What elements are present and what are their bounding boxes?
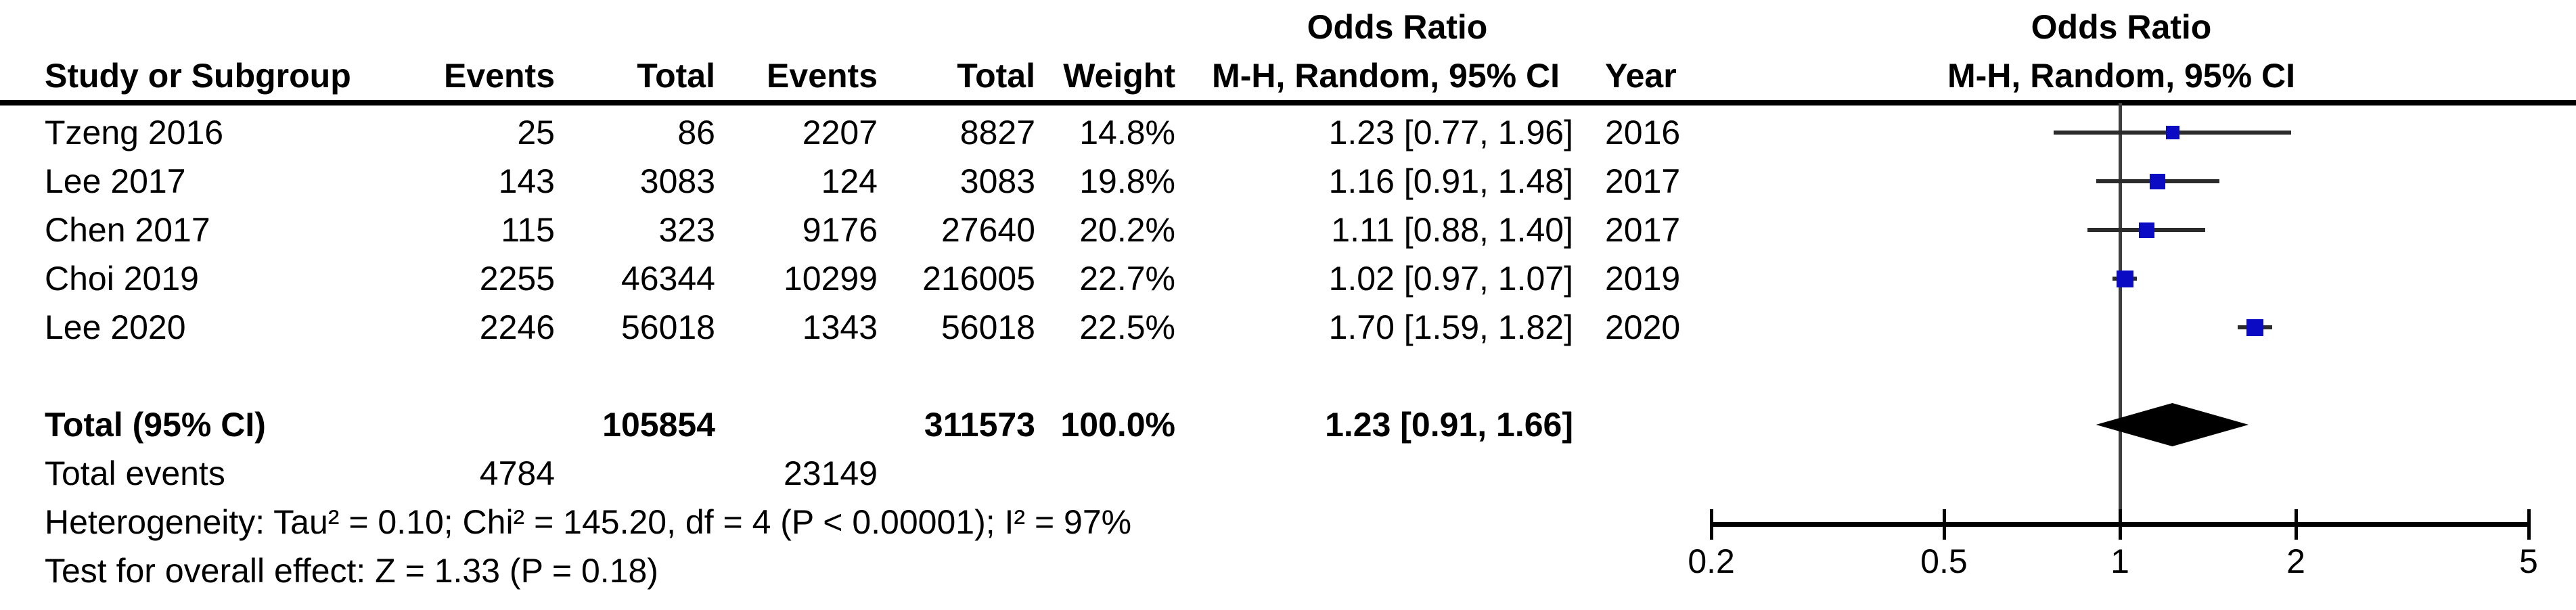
- study-row-ci: 1.02 [0.97, 1.07]: [1328, 260, 1573, 298]
- study-row-label: Lee 2017: [45, 162, 186, 200]
- study-row-total-exp: 46344: [620, 260, 715, 298]
- study-row-events-exp: 25: [517, 114, 555, 151]
- total-row-weight: 100.0%: [1060, 406, 1175, 444]
- column-header-mh-ci: M-H, Random, 95% CI: [1212, 57, 1560, 95]
- column-header-weight: Weight: [1063, 57, 1175, 95]
- study-row-events-ctrl: 1343: [802, 308, 878, 346]
- study-row-total-exp: 86: [677, 114, 715, 151]
- x-axis-tick: [2119, 509, 2122, 540]
- plot-header-mh-ci: M-H, Random, 95% CI: [1947, 57, 2295, 95]
- column-header-total-ctrl: Total: [957, 57, 1035, 95]
- study-row-year: 2020: [1605, 308, 1681, 346]
- column-header-year: Year: [1605, 57, 1677, 95]
- x-axis-tick-label: 1: [2110, 542, 2129, 580]
- study-row-total-ctrl: 3083: [959, 162, 1035, 200]
- total-events-exp-value: 4784: [479, 454, 555, 492]
- study-row-year: 2019: [1605, 260, 1681, 298]
- x-axis-tick-label: 0.2: [1688, 542, 1735, 580]
- study-row-total-exp: 3083: [639, 162, 715, 200]
- study-row-ci: 1.23 [0.77, 1.96]: [1328, 114, 1573, 151]
- header-separator-rule: [0, 100, 2576, 105]
- total-events-label: Total events: [45, 454, 225, 492]
- study-row-events-exp: 2255: [479, 260, 555, 298]
- weight-marker: [2116, 270, 2133, 287]
- study-row-weight: 14.8%: [1079, 114, 1175, 151]
- total-row-total-ctrl: 311573: [924, 406, 1035, 444]
- study-row-ci: 1.11 [0.88, 1.40]: [1331, 211, 1573, 249]
- total-row-ci: 1.23 [0.91, 1.66]: [1325, 406, 1573, 444]
- x-axis-tick-label: 0.5: [1920, 542, 1968, 580]
- study-row-events-exp: 143: [498, 162, 555, 200]
- study-row-year: 2016: [1605, 114, 1681, 151]
- study-row-label: Tzeng 2016: [45, 114, 224, 151]
- x-axis-tick-label: 5: [2519, 542, 2538, 580]
- study-row-year: 2017: [1605, 211, 1681, 249]
- study-row-total-ctrl: 56018: [941, 308, 1035, 346]
- study-row-label: Chen 2017: [45, 211, 210, 249]
- study-row-weight: 22.7%: [1079, 260, 1175, 298]
- no-effect-line: [2119, 103, 2122, 524]
- heterogeneity-stats: Heterogeneity: Tau² = 0.10; Chi² = 145.2…: [45, 503, 1132, 541]
- study-row-events-ctrl: 124: [821, 162, 878, 200]
- study-row-events-exp: 115: [501, 211, 555, 249]
- odds-ratio-header-left: Odds Ratio: [1307, 8, 1488, 46]
- overall-effect-test: Test for overall effect: Z = 1.33 (P = 0…: [45, 552, 658, 590]
- study-row-year: 2017: [1605, 162, 1681, 200]
- column-header-events-exp: Events: [444, 57, 555, 95]
- total-events-ctrl-value: 23149: [783, 454, 878, 492]
- study-row-ci: 1.16 [0.91, 1.48]: [1328, 162, 1573, 200]
- study-row-total-exp: 323: [658, 211, 715, 249]
- x-axis-tick: [1942, 509, 1946, 540]
- total-row-label: Total (95% CI): [45, 406, 266, 444]
- weight-marker: [2246, 319, 2263, 336]
- total-row-total-exp: 105854: [602, 406, 715, 444]
- weight-marker: [2165, 126, 2179, 139]
- study-row-ci: 1.70 [1.59, 1.82]: [1328, 308, 1573, 346]
- x-axis-tick: [1710, 509, 1714, 540]
- study-row-total-ctrl: 8827: [959, 114, 1035, 151]
- study-row-total-ctrl: 27640: [941, 211, 1035, 249]
- odds-ratio-header-right: Odds Ratio: [2031, 8, 2212, 46]
- x-axis-tick-label: 2: [2286, 542, 2305, 580]
- x-axis-tick: [2295, 509, 2299, 540]
- study-row-label: Choi 2019: [45, 260, 199, 298]
- study-row-total-exp: 56018: [620, 308, 715, 346]
- study-row-events-ctrl: 9176: [802, 211, 878, 249]
- study-row-total-ctrl: 216005: [922, 260, 1035, 298]
- study-row-weight: 22.5%: [1079, 308, 1175, 346]
- study-row-events-ctrl: 10299: [783, 260, 878, 298]
- study-row-events-ctrl: 2207: [802, 114, 878, 151]
- column-header-study: Study or Subgroup: [45, 57, 351, 95]
- column-header-total-exp: Total: [637, 57, 715, 95]
- study-row-events-exp: 2246: [479, 308, 555, 346]
- study-row-label: Lee 2020: [45, 308, 186, 346]
- column-header-events-ctrl: Events: [767, 57, 878, 95]
- study-row-weight: 19.8%: [1079, 162, 1175, 200]
- x-axis-tick: [2527, 509, 2531, 540]
- weight-marker: [2150, 173, 2166, 189]
- weight-marker: [2138, 222, 2154, 238]
- study-row-weight: 20.2%: [1079, 211, 1175, 249]
